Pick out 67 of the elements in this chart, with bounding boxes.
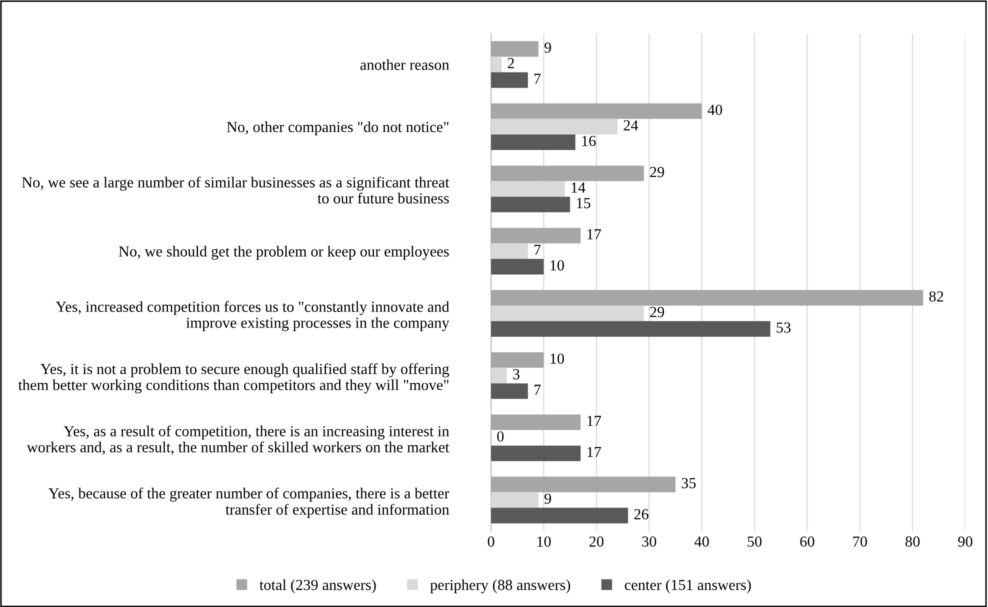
data-label: 2 [508,58,514,68]
data-label: 17 [588,446,602,458]
data-label: 3 [513,369,520,380]
bar [491,243,528,259]
bar [491,134,576,150]
legend-label: periphery (88 answers) [430,579,570,594]
bar [491,258,544,274]
y-tick-label: Yes, because of the greater number of companies, there is a better transfer of expertise and information [48,488,450,518]
data-label: 29 [650,166,664,178]
data-label: 17 [588,416,602,426]
bar [491,476,676,492]
data-label: 0 [497,431,504,442]
data-label: 29 [650,306,664,318]
data-label: 7 [534,384,541,395]
bar [491,228,581,244]
data-label: 9 [544,494,552,504]
bar [491,166,644,182]
data-label: 14 [572,182,586,193]
x-tick-label: 40 [694,536,709,547]
bar [491,41,538,57]
data-label: 9 [544,42,552,53]
x-tick-label: 50 [748,536,762,547]
bar [491,56,502,72]
x-tick-label: 0 [488,536,494,547]
y-tick-label: Yes, it is not a problem to secure enough qualified staff by offering them better working conditions than competitors and they will "move" [18,363,450,394]
bar [491,181,565,197]
data-label: 15 [576,198,590,208]
y-tick-label: No, we should get the problem or keep our employees [118,246,449,260]
data-label: 82 [929,291,944,302]
bar [491,368,507,384]
x-tick-label: 90 [958,536,972,547]
data-label: 10 [550,354,564,364]
bar [491,383,528,399]
data-label: 53 [776,322,791,333]
data-label: 40 [708,104,722,115]
x-tick-label: 10 [537,536,551,547]
bar [491,196,570,212]
data-label: 26 [634,509,648,520]
data-label: 10 [550,260,564,271]
data-label: 17 [588,229,602,240]
data-label: 35 [682,478,696,488]
y-tick-label: Yes, as a result of competition, there is an increasing interest in workers and, as a result, the number of skilled workers on the market [26,425,450,455]
data-label: 7 [534,74,541,84]
x-tick-label: 30 [642,536,656,547]
data-label: 16 [582,136,596,146]
x-tick-label: 60 [800,536,814,547]
bar [491,352,544,368]
bar [491,414,581,430]
y-tick-label: Yes, increased competition forces us to "constantly innovate and improve existing processes in the company [56,301,450,332]
bar [491,321,770,337]
y-tick-label: No, we see a large number of similar businesses as a significant threat to our future business [22,176,450,204]
x-tick-label: 80 [906,536,920,547]
bar [491,306,644,322]
data-label: 7 [534,244,541,255]
x-tick-label: 20 [589,536,604,547]
legend-label: total (239 answers) [260,579,376,594]
y-tick-label: No, other companies "do not notice" [226,121,448,136]
bar [491,492,538,508]
y-tick-label: another reason [360,59,450,70]
bar [491,446,581,462]
legend-label: center (151 answers) [624,579,751,594]
x-tick-label: 70 [853,536,867,547]
bar [491,72,528,88]
bar [491,103,702,119]
bar [491,508,628,524]
data-label: 24 [624,120,638,130]
bar [491,290,924,306]
